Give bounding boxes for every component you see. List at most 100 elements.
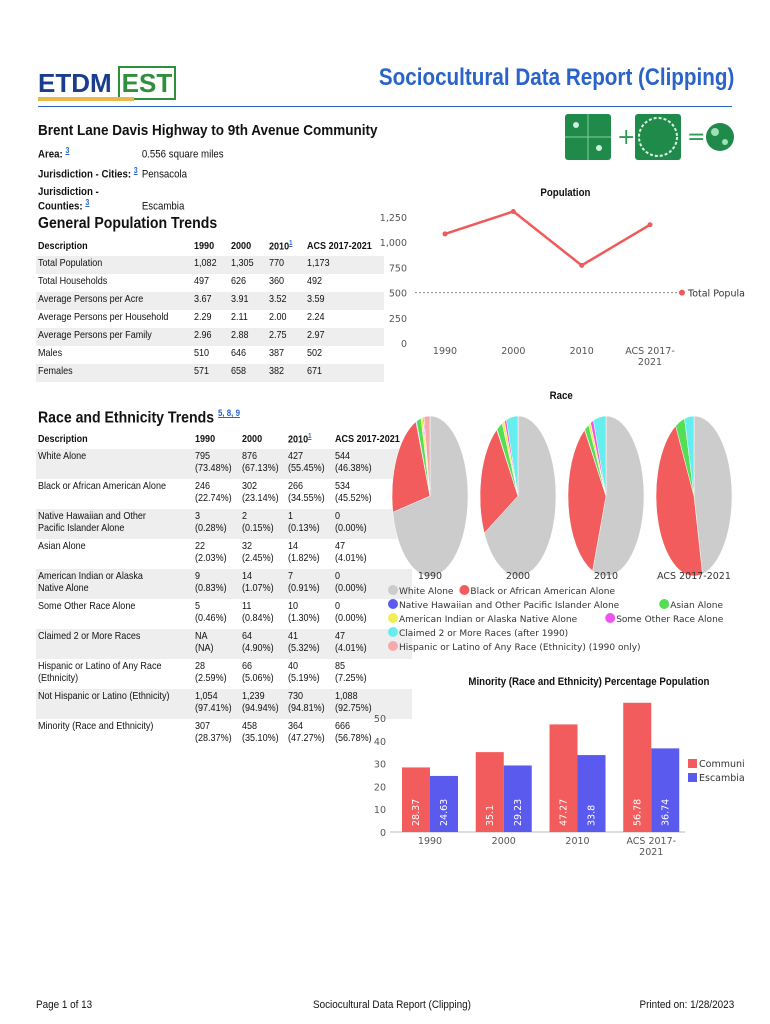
row-value: 22 (2.03%) <box>194 540 227 564</box>
row-value: 671 <box>304 364 384 382</box>
table-row: Males 510 646 387 502 <box>36 346 384 364</box>
row-value: 2.24 <box>306 311 325 323</box>
row-value: 14 (1.82%) <box>288 540 320 564</box>
column-header: 1990 <box>194 433 215 445</box>
row-value: 66 (5.06%) <box>241 660 274 684</box>
pie-slice <box>423 415 431 497</box>
row-value: 730 (94.81%) <box>286 689 333 719</box>
row-value: 47 (4.01%) <box>332 629 413 659</box>
row-description: Hispanic or Latino of Any Race (Ethnicity… <box>38 660 162 684</box>
row-value: 658 <box>229 364 267 382</box>
pie-category-label: 2000 <box>506 571 530 582</box>
row-value: 497 <box>193 275 209 287</box>
pie-slice <box>479 429 519 534</box>
cities-ref-link[interactable]: 3 <box>133 166 138 175</box>
table-row: Females 571 658 382 671 <box>36 364 384 382</box>
bar <box>475 752 504 832</box>
y-tick-label: 50 <box>374 714 386 725</box>
bar-value-label: 28.37 <box>411 799 422 826</box>
table-row: Minority (Race and Ethnicity) 307 (28.37%)… <box>36 719 412 749</box>
row-value: 2.00 <box>268 311 287 323</box>
row-value: 3.52 <box>266 292 305 310</box>
row-description: Claimed 2 or More Races <box>36 629 193 659</box>
row-value: 1,054 (97.41%) <box>192 689 240 719</box>
area-ref-link[interactable]: 3 <box>65 146 70 155</box>
race-chart-title: Race <box>549 390 573 402</box>
legend-marker <box>388 641 398 651</box>
bar-value-label: 56.78 <box>632 799 643 826</box>
bar-value-label: 24.63 <box>439 799 450 826</box>
bar <box>577 755 606 832</box>
column-header: ACS 2017-2021 <box>334 433 400 445</box>
table-row: Hispanic or Latino of Any Race (Ethnicity… <box>36 659 412 689</box>
population-line-chart: 0 250 500 750 1,000 1,250 1990 2000 2010 ACS 2017… <box>380 208 745 368</box>
pie-slice <box>484 415 557 577</box>
legend-label: Claimed 2 or More Races (after 1990) <box>399 629 568 639</box>
pie-category-label: ACS 2017-2021 <box>657 571 731 582</box>
header-divider <box>38 106 732 107</box>
row-value: 387 <box>268 347 284 359</box>
cities-row: Jurisdiction - Cities: 3 Pensacola <box>38 166 187 181</box>
row-description: Males <box>38 347 63 359</box>
pie-slice <box>506 415 519 497</box>
legend-label: Hispanic or Latino of Any Race (Ethnicit… <box>399 643 641 653</box>
column-header: 1990 <box>193 240 214 252</box>
row-description: Average Persons per Acre <box>36 292 192 310</box>
legend-label: Black or African American Alone <box>470 587 615 597</box>
table-row: Average Persons per Family 2.96 2.88 2.75 2.… <box>36 328 384 346</box>
pie-slice <box>567 429 607 572</box>
table-row: Asian Alone 22 (2.03%) 32 (2.45%) 14 (1.82%) 47… <box>36 539 412 569</box>
y-tick-label: 10 <box>374 805 386 816</box>
legend-marker <box>688 759 697 768</box>
pie-slice <box>684 415 695 497</box>
bar <box>430 775 458 832</box>
x-tick-label: 2021 <box>638 357 662 368</box>
row-value: 1 (0.13%) <box>286 509 333 539</box>
row-description: Not Hispanic or Latino (Ethnicity) <box>36 689 193 719</box>
report-title: Sociocultural Data Report (Clipping) <box>378 64 734 91</box>
data-point <box>510 208 516 214</box>
row-value: 770 <box>266 256 305 274</box>
pie-category-label: 2010 <box>594 571 618 582</box>
column-ref-link[interactable]: 1 <box>308 432 312 440</box>
table-row: Total Households 497 626 360 492 <box>36 274 384 292</box>
table-header-row: Description 1990 2000 20101 ACS 2017-202… <box>36 429 412 449</box>
counties-value: Escambia <box>141 200 185 213</box>
x-tick-label: 2000 <box>501 346 525 357</box>
row-value: 41 (5.32%) <box>286 629 333 659</box>
row-value: 427 (55.45%) <box>286 449 333 479</box>
row-value: 3.59 <box>304 292 384 310</box>
pie-slice <box>693 415 733 575</box>
table-row: Some Other Race Alone 5 (0.46%) 11 (0.84%) 10… <box>36 599 412 629</box>
table-row: Black or African American Alone 246 (22.74… <box>36 479 412 509</box>
row-value: 626 <box>231 275 247 287</box>
legend-label: White Alone <box>399 587 454 597</box>
bar-value-label: 35.1 <box>485 805 496 826</box>
y-tick-label: 20 <box>374 782 386 793</box>
row-value: 64 (4.90%) <box>239 629 287 659</box>
population-table: Description 1990 2000 20101 ACS 2017-202… <box>36 236 384 382</box>
counties-ref-link[interactable]: 3 <box>85 198 90 207</box>
column-header: 20101 <box>288 432 312 446</box>
row-value: 2.88 <box>229 328 267 346</box>
row-value: 2.11 <box>231 311 248 323</box>
row-description: Some Other Race Alone <box>38 600 136 612</box>
population-chart-title: Population <box>540 187 591 199</box>
race-table: Description 1990 2000 20101 ACS 2017-202… <box>36 429 413 749</box>
table-row: Claimed 2 or More Races NA (NA) 64 (4.90%) 41… <box>36 629 413 659</box>
row-description: Total Population <box>36 256 192 274</box>
row-value: 3.67 <box>191 292 230 310</box>
row-value: 307 (28.37%) <box>194 720 232 744</box>
column-ref-link[interactable]: 1 <box>288 239 292 247</box>
footer-report-name: Sociocultural Data Report (Clipping) <box>313 999 471 1011</box>
race-section-ref-links[interactable]: 5, 8, 9 <box>217 408 241 418</box>
pie-category-label: 1990 <box>418 571 442 582</box>
race-pie-charts: 1990 2000 2010 ACS 2017-2021 White Alone Blac… <box>388 415 733 653</box>
row-value: 458 (35.10%) <box>241 720 279 744</box>
data-point <box>579 262 585 268</box>
x-tick-label: 1990 <box>418 836 442 847</box>
pie-slice <box>392 415 469 577</box>
legend-label: Native Hawaiian and Other Pacific Island… <box>399 601 620 611</box>
data-point <box>442 231 448 237</box>
y-tick-label: 30 <box>374 760 386 771</box>
